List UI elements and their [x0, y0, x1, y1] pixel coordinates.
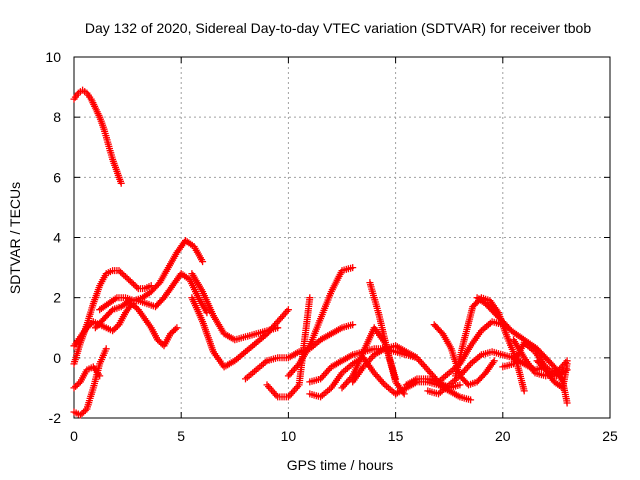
data-markers: [70, 86, 125, 187]
x-axis-label: GPS time / hours: [287, 457, 394, 473]
series-arc-12: [284, 264, 357, 380]
series-arc-24: [499, 339, 571, 380]
data-markers: [366, 279, 408, 398]
series-arc-22: [452, 294, 528, 395]
series-arc-19: [402, 318, 507, 389]
data-markers: [402, 318, 507, 389]
series-arc-8: [188, 294, 292, 371]
data-markers: [188, 270, 282, 344]
x-tick-label: 5: [177, 428, 185, 444]
grid-layer: [74, 57, 610, 418]
data-markers: [533, 357, 571, 392]
data-markers: [96, 237, 207, 314]
data-markers: [188, 294, 292, 371]
x-tick-label: 25: [602, 428, 618, 444]
y-tick-label: 2: [53, 290, 61, 306]
series-arc-17: [366, 279, 408, 398]
y-tick-label: 4: [53, 230, 61, 246]
y-axis-label: SDTVAR / TECUs: [7, 182, 23, 294]
series-arc-9: [188, 270, 282, 344]
chart-title: Day 132 of 2020, Sidereal Day-to-day VTE…: [85, 20, 592, 36]
data-markers: [70, 267, 155, 368]
data-markers: [452, 294, 528, 395]
y-tick-label: 8: [53, 109, 61, 125]
series-arc-5: [70, 363, 104, 392]
data-markers: [284, 264, 357, 380]
data-markers: [499, 339, 571, 380]
x-tick-label: 0: [70, 428, 78, 444]
y-tick-label: 10: [45, 49, 61, 65]
series-arc-7: [96, 237, 207, 314]
axis-layer: 0 5 10 15 20 25 -2 0 2 4 6 8 10: [45, 49, 618, 444]
series-arc-26: [533, 357, 571, 392]
y-tick-label: 6: [53, 169, 61, 185]
data-layer: [70, 86, 571, 419]
x-tick-label: 15: [388, 428, 404, 444]
data-markers: [70, 363, 104, 392]
x-tick-label: 20: [495, 428, 511, 444]
y-tick-label: 0: [53, 350, 61, 366]
x-tick-label: 10: [281, 428, 297, 444]
series-arc-3: [70, 267, 155, 368]
y-tick-label: -2: [49, 410, 62, 426]
series-arc-1: [70, 86, 125, 187]
